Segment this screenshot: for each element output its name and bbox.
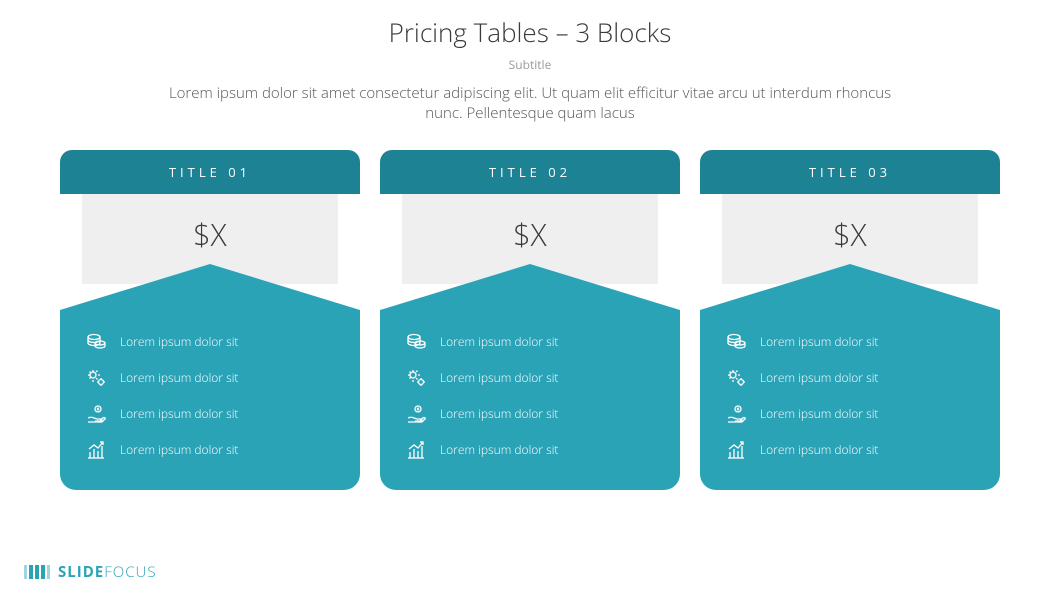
card-features-body: Lorem ipsum dolor sit Lorem ipsum dolor s…	[380, 310, 680, 490]
hand-coin-icon	[86, 404, 106, 424]
feature-row: Lorem ipsum dolor sit	[726, 432, 974, 468]
feature-row: Lorem ipsum dolor sit	[86, 396, 334, 432]
feature-label: Lorem ipsum dolor sit	[760, 333, 878, 350]
card-features-wrap: Lorem ipsum dolor sit Lorem ipsum dolor s…	[60, 264, 360, 490]
gears-icon	[726, 368, 746, 388]
feature-label: Lorem ipsum dolor sit	[120, 369, 238, 386]
card-pointer-shape	[700, 264, 1000, 310]
feature-label: Lorem ipsum dolor sit	[760, 405, 878, 422]
hand-coin-icon	[726, 404, 746, 424]
pricing-card: TITLE 03$XLorem ipsum dolor sitLorem ips…	[700, 150, 1000, 490]
chart-up-icon	[406, 440, 426, 460]
brand-bars-icon	[24, 565, 50, 579]
feature-row: Lorem ipsum dolor sit	[406, 360, 654, 396]
feature-row: Lorem ipsum dolor sit	[406, 396, 654, 432]
feature-label: Lorem ipsum dolor sit	[440, 333, 558, 350]
card-title: TITLE 03	[700, 150, 1000, 194]
hand-coin-icon	[406, 404, 426, 424]
feature-row: Lorem ipsum dolor sit	[726, 396, 974, 432]
feature-label: Lorem ipsum dolor sit	[120, 441, 238, 458]
feature-row: Lorem ipsum dolor sit	[406, 324, 654, 360]
feature-label: Lorem ipsum dolor sit	[760, 441, 878, 458]
feature-label: Lorem ipsum dolor sit	[440, 405, 558, 422]
card-features-body: Lorem ipsum dolor sit Lorem ipsum dolor s…	[60, 310, 360, 490]
coins-icon	[726, 332, 746, 352]
card-features-wrap: Lorem ipsum dolor sit Lorem ipsum dolor s…	[380, 264, 680, 490]
pricing-card: TITLE 01$XLorem ipsum dolor sitLorem ips…	[60, 150, 360, 490]
coins-icon	[406, 332, 426, 352]
page-description: Lorem ipsum dolor sit amet consectetur a…	[150, 83, 910, 124]
brand-text-bold: SLIDE	[58, 562, 104, 582]
chart-up-icon	[86, 440, 106, 460]
card-features-body: Lorem ipsum dolor sit Lorem ipsum dolor s…	[700, 310, 1000, 490]
feature-label: Lorem ipsum dolor sit	[440, 441, 558, 458]
pricing-card: TITLE 02$XLorem ipsum dolor sitLorem ips…	[380, 150, 680, 490]
pricing-cards-row: TITLE 01$XLorem ipsum dolor sitLorem ips…	[0, 150, 1060, 490]
page-subtitle: Subtitle	[0, 56, 1060, 73]
card-title: TITLE 01	[60, 150, 360, 194]
card-pointer-shape	[60, 264, 360, 310]
feature-row: Lorem ipsum dolor sit	[86, 432, 334, 468]
brand-text-light: FOCUS	[104, 562, 156, 582]
card-title: TITLE 02	[380, 150, 680, 194]
feature-row: Lorem ipsum dolor sit	[726, 360, 974, 396]
feature-row: Lorem ipsum dolor sit	[86, 360, 334, 396]
feature-row: Lorem ipsum dolor sit	[726, 324, 974, 360]
brand-logo: SLIDEFOCUS	[24, 562, 157, 582]
gears-icon	[86, 368, 106, 388]
card-pointer-shape	[380, 264, 680, 310]
page-title: Pricing Tables – 3 Blocks	[0, 0, 1060, 50]
feature-row: Lorem ipsum dolor sit	[406, 432, 654, 468]
gears-icon	[406, 368, 426, 388]
chart-up-icon	[726, 440, 746, 460]
coins-icon	[86, 332, 106, 352]
feature-label: Lorem ipsum dolor sit	[440, 369, 558, 386]
feature-label: Lorem ipsum dolor sit	[120, 405, 238, 422]
feature-label: Lorem ipsum dolor sit	[760, 369, 878, 386]
card-features-wrap: Lorem ipsum dolor sit Lorem ipsum dolor s…	[700, 264, 1000, 490]
feature-row: Lorem ipsum dolor sit	[86, 324, 334, 360]
feature-label: Lorem ipsum dolor sit	[120, 333, 238, 350]
